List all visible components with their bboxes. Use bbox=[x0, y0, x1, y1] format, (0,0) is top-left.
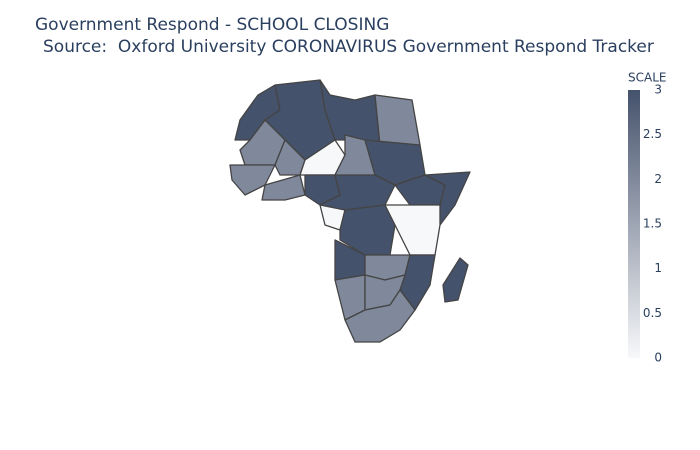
region bbox=[261, 174, 306, 201]
colorbar-tick-label: 1 bbox=[654, 261, 662, 275]
colorbar-tick-label: 0 bbox=[654, 351, 662, 365]
colorbar-tick-label: 2 bbox=[654, 172, 662, 186]
colorbar: 0 0.5 1 1.5 2 2.5 3 bbox=[628, 83, 662, 365]
region bbox=[442, 257, 469, 303]
africa-map bbox=[229, 79, 471, 343]
chart-title: Government Respond - SCHOOL CLOSING bbox=[35, 15, 389, 35]
colorbar-tick-label: 1.5 bbox=[643, 217, 662, 231]
colorbar-scale bbox=[628, 90, 640, 358]
colorbar-tick-label: 0.5 bbox=[643, 306, 662, 320]
colorbar-tick-label: 3 bbox=[654, 83, 662, 97]
region bbox=[344, 289, 416, 343]
chart-subtitle: Source: Oxford University CORONAVIRUS Go… bbox=[43, 37, 654, 57]
colorbar-title: SCALE bbox=[628, 71, 666, 85]
region bbox=[274, 139, 306, 176]
colorbar-tick-label: 2.5 bbox=[643, 127, 662, 141]
